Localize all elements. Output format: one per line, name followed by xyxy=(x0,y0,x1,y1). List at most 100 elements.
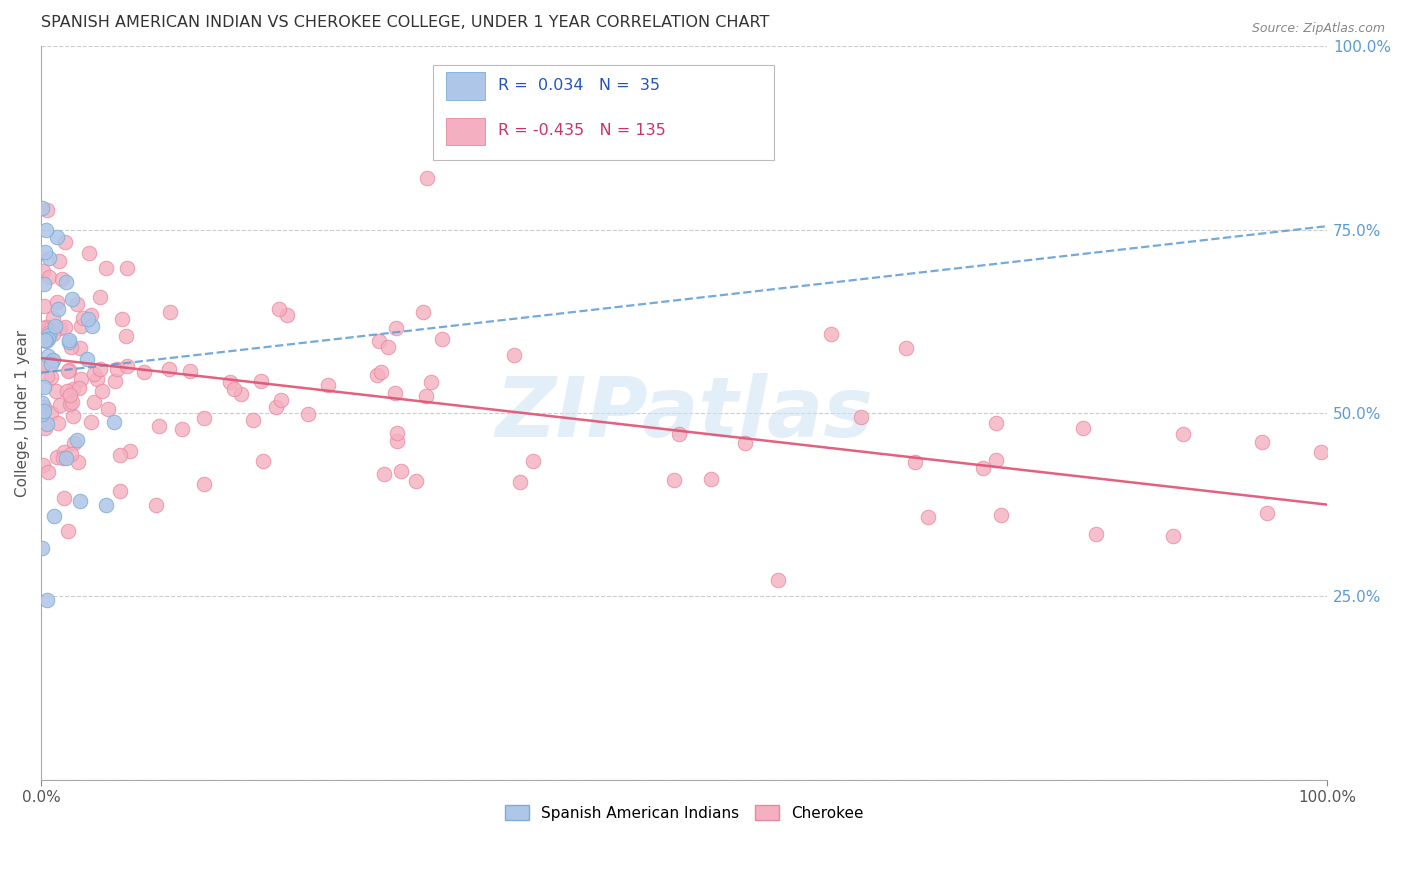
Point xyxy=(276,308,298,322)
Point xyxy=(34,420,56,434)
Point xyxy=(242,413,264,427)
Point xyxy=(385,434,408,448)
Point xyxy=(849,409,872,424)
Point xyxy=(35,323,58,337)
Point xyxy=(96,260,118,275)
Point xyxy=(120,444,142,458)
Point xyxy=(60,293,83,307)
Point xyxy=(172,422,194,436)
Point xyxy=(377,340,399,354)
Point xyxy=(34,244,56,259)
Point xyxy=(53,491,76,505)
Point xyxy=(157,362,180,376)
Point xyxy=(42,311,65,326)
Point xyxy=(86,372,108,386)
Point xyxy=(115,359,138,373)
Point xyxy=(31,458,53,472)
Point xyxy=(37,465,59,479)
Point xyxy=(34,333,56,347)
Point xyxy=(34,277,56,291)
Point xyxy=(51,272,73,286)
Point xyxy=(416,171,439,186)
Point xyxy=(53,235,76,250)
Bar xyxy=(446,118,485,145)
Point xyxy=(32,380,55,394)
Point xyxy=(45,450,67,465)
Point xyxy=(1310,445,1333,459)
Point xyxy=(60,447,83,461)
Point xyxy=(44,318,66,333)
Point xyxy=(83,368,105,382)
Point xyxy=(32,299,55,313)
Point xyxy=(55,275,77,289)
Point xyxy=(224,382,246,396)
Point xyxy=(37,326,59,341)
Point xyxy=(37,349,59,363)
Point xyxy=(62,382,84,396)
Point xyxy=(58,363,80,377)
Point xyxy=(39,370,62,384)
Point xyxy=(415,389,437,403)
Point xyxy=(46,416,69,430)
Point xyxy=(66,434,89,448)
Point xyxy=(38,269,60,284)
Point xyxy=(48,254,70,268)
Point xyxy=(76,352,98,367)
Point xyxy=(114,329,136,343)
Point xyxy=(366,368,388,382)
Point xyxy=(62,409,84,424)
Point xyxy=(972,461,994,475)
Y-axis label: College, Under 1 year: College, Under 1 year xyxy=(15,329,30,497)
Point xyxy=(41,326,63,341)
Point xyxy=(94,498,117,512)
Point xyxy=(103,415,125,429)
Point xyxy=(370,365,392,379)
Point xyxy=(990,508,1012,523)
Point xyxy=(35,223,58,237)
Point xyxy=(34,322,56,336)
Point xyxy=(55,384,77,398)
Point xyxy=(179,363,201,377)
Point xyxy=(80,308,103,322)
Point xyxy=(430,332,453,346)
Point xyxy=(1073,421,1095,435)
Point xyxy=(1173,427,1195,442)
Point xyxy=(83,395,105,409)
Point xyxy=(70,372,93,386)
Point xyxy=(405,475,427,489)
Point xyxy=(49,321,72,335)
Point xyxy=(986,416,1008,430)
Point xyxy=(69,494,91,508)
Point xyxy=(67,381,90,395)
Point xyxy=(668,427,690,442)
Point xyxy=(69,319,91,334)
Point xyxy=(32,404,55,418)
Point xyxy=(219,376,242,390)
Point xyxy=(734,436,756,450)
Point xyxy=(115,260,138,275)
Point xyxy=(91,384,114,399)
Point xyxy=(37,332,59,346)
Point xyxy=(820,327,842,342)
Point xyxy=(53,319,76,334)
Point xyxy=(59,397,82,411)
Point xyxy=(522,454,544,468)
Point xyxy=(250,374,273,388)
Point xyxy=(145,499,167,513)
Point xyxy=(35,319,58,334)
Point xyxy=(31,396,53,410)
Point xyxy=(134,365,156,379)
Point xyxy=(159,305,181,319)
Point xyxy=(766,574,789,588)
Point xyxy=(894,341,917,355)
Point xyxy=(32,400,55,414)
Point xyxy=(38,251,60,265)
Text: SPANISH AMERICAN INDIAN VS CHEROKEE COLLEGE, UNDER 1 YEAR CORRELATION CHART: SPANISH AMERICAN INDIAN VS CHEROKEE COLL… xyxy=(41,15,769,30)
Point xyxy=(108,448,131,462)
Point xyxy=(267,301,290,316)
Point xyxy=(1256,506,1278,520)
Point xyxy=(387,426,409,441)
Legend: Spanish American Indians, Cherokee: Spanish American Indians, Cherokee xyxy=(499,799,870,827)
Point xyxy=(97,402,120,417)
Point xyxy=(82,318,104,333)
